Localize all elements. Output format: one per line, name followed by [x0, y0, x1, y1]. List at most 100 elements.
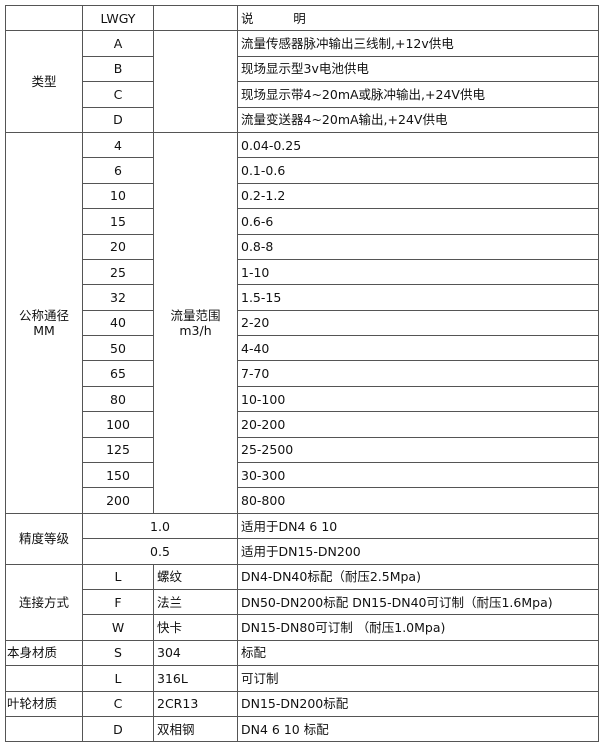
impeller-material-label-cell: 叶轮材质 — [5, 690, 83, 717]
diameter-size-cell: 40 — [82, 309, 154, 337]
body-material-label-cell: 本身材质 — [5, 639, 83, 667]
table-row: D 流量变送器4~20mA输出,+24V供电 — [6, 106, 599, 133]
diameter-size-cell: 100 — [82, 411, 154, 438]
flow-range-cell: 1.5-15 — [237, 284, 599, 311]
flow-range-cell: 0.8-8 — [237, 233, 599, 260]
impeller-material-name-cell: 双相钢 — [153, 715, 238, 743]
flow-range-label-cell-line: 流量范围 — [170, 307, 221, 323]
type-code-cell: D — [82, 106, 154, 133]
diameter-size-cell: 80 — [82, 385, 154, 413]
table-row: B 现场显示型3v电池供电 — [6, 55, 599, 83]
table-row: 连接方式 L 螺纹 DN4-DN40标配（耐压2.5Mpa) — [5, 563, 599, 641]
diameter-size-cell: 20 — [82, 233, 154, 260]
table-row: L 316L 可订制 — [5, 665, 599, 692]
type-code-cell: B — [82, 55, 154, 83]
table-row: 150 30-300 — [6, 462, 599, 489]
type-label-cell: 类型 — [5, 30, 83, 133]
flow-range-cell: 0.6-6 — [237, 208, 599, 235]
accuracy-label-cell: 精度等级 — [5, 512, 83, 565]
type-description-cell: 流量变送器4~20mA输出,+24V供电 — [237, 106, 599, 133]
table-row: 40 2-20 — [6, 309, 599, 337]
table-row: 25 1-10 — [6, 258, 599, 286]
flow-range-cell: 10-100 — [237, 385, 599, 413]
type-code-cell: A — [82, 30, 154, 57]
table-row: 200 80-800 — [6, 487, 599, 514]
table-row: 32 1.5-15 — [6, 284, 599, 311]
diameter-size-cell: 200 — [82, 487, 154, 514]
flow-range-cell: 30-300 — [237, 462, 599, 489]
diameter-label-cell-line: MM — [33, 322, 55, 338]
diameter-size-cell: 150 — [82, 462, 154, 489]
flow-range-cell: 0.2-1.2 — [237, 182, 599, 210]
flow-range-label-cell-line: m3/h — [179, 322, 212, 338]
table-row: 125 25-2500 — [6, 436, 599, 464]
diameter-size-cell: 6 — [82, 157, 154, 184]
flow-range-cell: 4-40 — [237, 335, 599, 362]
flow-range-cell: 80-800 — [237, 487, 599, 514]
flow-range-cell: 20-200 — [237, 411, 599, 438]
impeller-material-name-cell: 2CR13 — [153, 690, 238, 717]
table-row: 80 10-100 — [6, 385, 599, 413]
connection-name-cell: 法兰 — [153, 588, 238, 616]
diameter-size-cell: 32 — [82, 284, 154, 311]
diameter-size-cell: 25 — [82, 258, 154, 286]
connection-description-cell: DN50-DN200标配 DN15-DN40可订制（耐压1.6Mpa) — [237, 588, 599, 616]
spec-table-body: LWGY 说 明类型 A 流量传感器脉冲输出三线制,+12v供电 B 现场显示型3v电池供… — [5, 4, 599, 743]
diameter-size-cell: 10 — [82, 182, 154, 210]
body-material-label-cell — [5, 665, 83, 692]
flow-range-cell: 0.04-0.25 — [237, 131, 599, 159]
connection-code-cell: F — [82, 588, 154, 616]
connection-description-cell: DN4-DN40标配（耐压2.5Mpa) — [237, 563, 599, 590]
body-material-name-cell: 304 — [153, 639, 238, 667]
connection-label-cell: 连接方式 — [5, 563, 83, 641]
header-blank-cell — [153, 4, 238, 32]
table-row: 20 0.8-8 — [6, 233, 599, 260]
impeller-material-code-cell: D — [82, 715, 154, 743]
connection-code-cell: W — [82, 614, 154, 641]
table-row: 10 0.2-1.2 — [6, 182, 599, 210]
table-row: 100 20-200 — [6, 411, 599, 438]
accuracy-description-cell: 适用于DN4 6 10 — [237, 512, 599, 540]
diameter-size-cell: 4 — [82, 131, 154, 159]
table-row: 6 0.1-0.6 — [6, 157, 599, 184]
accuracy-value-cell: 0.5 — [82, 538, 238, 565]
header-description-cell: 说 明 — [237, 4, 599, 32]
diameter-size-cell: 15 — [82, 208, 154, 235]
table-row: 精度等级 1.0 适用于DN4 6 10 — [5, 512, 599, 565]
header-code-cell: LWGY — [82, 4, 154, 32]
table-row: 本身材质 S 304 标配 — [5, 639, 599, 667]
type-description-cell: 流量传感器脉冲输出三线制,+12v供电 — [237, 30, 599, 57]
table-row: F 法兰 DN50-DN200标配 DN15-DN40可订制（耐压1.6Mpa) — [6, 588, 599, 616]
accuracy-description-cell: 适用于DN15-DN200 — [237, 538, 599, 565]
body-material-name-cell: 316L — [153, 665, 238, 692]
flow-range-cell: 7-70 — [237, 360, 599, 387]
table-row: 公称通径 MM 4 流量范围 m3/h 0.04-0.25 — [5, 131, 599, 514]
connection-name-cell: 快卡 — [153, 614, 238, 641]
flow-range-cell: 0.1-0.6 — [237, 157, 599, 184]
table-row: 0.5 适用于DN15-DN200 — [6, 538, 599, 565]
connection-description-cell: DN15-DN80可订制 （耐压1.0Mpa) — [237, 614, 599, 641]
impeller-material-code-cell: C — [82, 690, 154, 717]
diameter-size-cell: 50 — [82, 335, 154, 362]
table-row: LWGY 说 明 — [5, 4, 599, 32]
header-blank-cell — [5, 4, 83, 32]
impeller-material-description-cell: DN15-DN200标配 — [237, 690, 599, 717]
diameter-label-cell: 公称通径 MM — [5, 131, 83, 514]
flow-range-label-cell: 流量范围 m3/h — [153, 131, 238, 514]
impeller-material-label-cell — [5, 715, 83, 743]
table-row: 15 0.6-6 — [6, 208, 599, 235]
table-row: C 现场显示带4~20mA或脉冲输出,+24V供电 — [6, 81, 599, 108]
table-row: D 双相钢 DN4 6 10 标配 — [5, 715, 599, 743]
flow-range-cell: 25-2500 — [237, 436, 599, 464]
connection-name-cell: 螺纹 — [153, 563, 238, 590]
impeller-material-description-cell: DN4 6 10 标配 — [237, 715, 599, 743]
lwgy-spec-table: LWGY 说 明类型 A 流量传感器脉冲输出三线制,+12v供电 B 现场显示型3v电池供… — [5, 4, 599, 743]
table-row: 50 4-40 — [6, 335, 599, 362]
flow-range-cell: 1-10 — [237, 258, 599, 286]
connection-code-cell: L — [82, 563, 154, 590]
body-material-code-cell: S — [82, 639, 154, 667]
type-description-cell: 现场显示带4~20mA或脉冲输出,+24V供电 — [237, 81, 599, 108]
table-row: 叶轮材质 C 2CR13 DN15-DN200标配 — [5, 690, 599, 717]
table-row: W 快卡 DN15-DN80可订制 （耐压1.0Mpa) — [6, 614, 599, 641]
table-row: 类型 A 流量传感器脉冲输出三线制,+12v供电 — [5, 30, 599, 133]
